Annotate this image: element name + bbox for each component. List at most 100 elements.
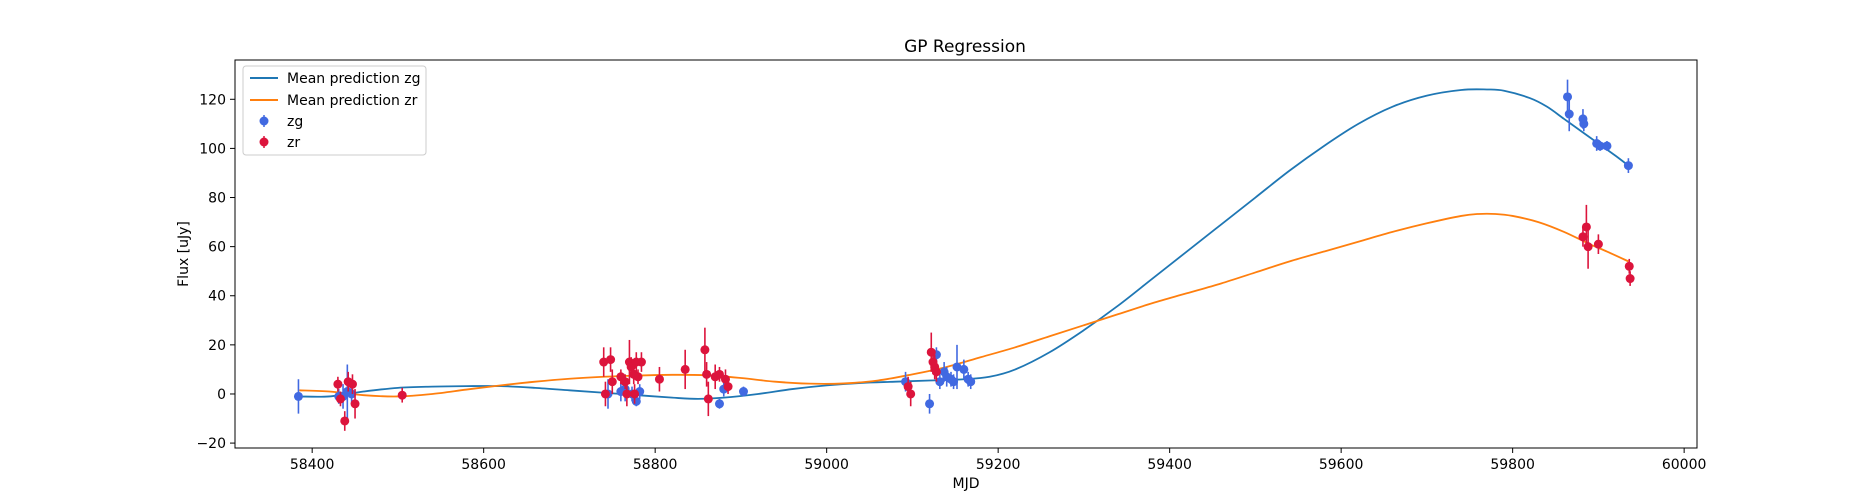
y-tick-label: 40 <box>208 289 226 305</box>
data-point-zr <box>714 366 724 382</box>
marker-zr <box>607 377 617 387</box>
data-point-zg <box>714 398 724 409</box>
legend-box <box>242 65 427 156</box>
marker-zr <box>703 394 713 404</box>
marker-zr <box>350 399 360 409</box>
data-point-zg <box>935 374 945 390</box>
y-tick-label: 20 <box>208 338 226 354</box>
legend-marker-zr <box>259 137 269 147</box>
data-point-zr <box>1625 271 1635 286</box>
marker-zg <box>1623 161 1633 171</box>
marker-zg <box>714 399 724 409</box>
legend-label-mean-zr: Mean prediction zr <box>287 93 418 109</box>
y-tick-label: 100 <box>199 141 226 157</box>
x-tick-label: 59200 <box>976 457 1021 473</box>
data-point-zg <box>1595 141 1605 151</box>
x-tick-label: 58600 <box>461 457 506 473</box>
marker-zr <box>599 357 609 367</box>
series-line-zr <box>299 212 1629 398</box>
data-point-zr <box>680 349 690 390</box>
marker-zg <box>949 377 959 387</box>
prediction-lines-layer <box>299 88 1629 400</box>
data-point-zg <box>1623 158 1633 173</box>
marker-zg <box>1602 141 1612 151</box>
marker-zr <box>335 394 345 404</box>
marker-zr <box>600 389 610 399</box>
data-point-zr <box>333 376 343 392</box>
marker-zg <box>952 362 962 372</box>
y-axis-label: Flux [uJy] <box>176 221 192 287</box>
marker-zg <box>925 399 935 409</box>
x-tick-label: 60000 <box>1662 457 1707 473</box>
marker-zr <box>347 379 357 389</box>
x-axis: 58400 58600 58800 59000 59200 59400 59600 59800… <box>290 448 1707 473</box>
data-point-zr <box>654 366 664 392</box>
data-point-zr <box>622 381 632 407</box>
y-tick-label: 80 <box>208 191 226 207</box>
data-point-zg <box>959 359 969 380</box>
series-line-zg <box>299 88 1629 400</box>
y-tick-label: 0 <box>217 387 226 403</box>
data-point-zr <box>397 387 407 403</box>
marker-zr <box>654 374 664 384</box>
marker-zg <box>959 364 969 374</box>
data-point-zg <box>952 344 962 390</box>
marker-zg <box>966 377 976 387</box>
marker-zg <box>1579 119 1589 129</box>
marker-zr <box>1624 261 1634 271</box>
marker-zr <box>1583 242 1593 252</box>
data-point-zg <box>1579 116 1589 132</box>
marker-zr <box>714 369 724 379</box>
marker-zr <box>633 372 643 382</box>
data-point-zg <box>966 374 976 390</box>
marker-zr <box>1593 239 1603 249</box>
data-point-zg <box>1563 79 1573 115</box>
marker-zg <box>935 377 945 387</box>
y-tick-label: 60 <box>208 240 226 256</box>
marker-zr <box>702 369 712 379</box>
chart-title: GP Regression <box>904 37 1026 57</box>
data-point-zr <box>1624 258 1634 274</box>
marker-zr <box>333 379 343 389</box>
data-point-zr <box>607 369 617 394</box>
data-point-zg <box>1602 141 1612 151</box>
data-point-zr <box>347 374 357 394</box>
marker-zg <box>347 389 357 399</box>
y-axis: −20 0 20 40 60 80 100 120 <box>196 92 235 452</box>
y-tick-label: 120 <box>199 92 226 108</box>
marker-zr <box>622 389 632 399</box>
y-tick-label: −20 <box>196 436 226 452</box>
marker-zr <box>700 345 710 355</box>
legend-label-mean-zg: Mean prediction zg <box>287 71 421 87</box>
data-point-zr <box>1593 234 1603 254</box>
marker-zr <box>1625 274 1635 284</box>
data-point-zr <box>703 381 713 417</box>
plot-frame <box>234 59 1698 449</box>
data-point-zr <box>350 389 360 419</box>
data-point-zg <box>1564 96 1574 132</box>
data-point-zr <box>1578 226 1588 247</box>
marker-zr <box>340 416 350 426</box>
data-point-zg <box>738 386 748 397</box>
data-point-zr <box>702 362 712 387</box>
data-point-zr <box>606 347 616 372</box>
x-tick-label: 58800 <box>633 457 678 473</box>
marker-zr <box>636 357 646 367</box>
x-tick-label: 59400 <box>1147 457 1192 473</box>
data-point-zr <box>630 384 640 404</box>
marker-zr <box>680 364 690 374</box>
marker-zr <box>723 382 733 392</box>
marker-zr <box>906 389 916 399</box>
data-point-zr <box>600 381 610 407</box>
data-point-zg <box>293 379 303 414</box>
marker-zg <box>293 391 303 401</box>
marker-zg <box>1595 141 1605 151</box>
marker-zg <box>738 387 748 397</box>
data-point-zr <box>1583 224 1593 269</box>
x-tick-label: 58400 <box>290 457 335 473</box>
data-point-zr <box>340 411 350 431</box>
data-point-zr <box>335 391 345 407</box>
x-tick-label: 59600 <box>1319 457 1364 473</box>
marker-zr <box>397 390 407 400</box>
